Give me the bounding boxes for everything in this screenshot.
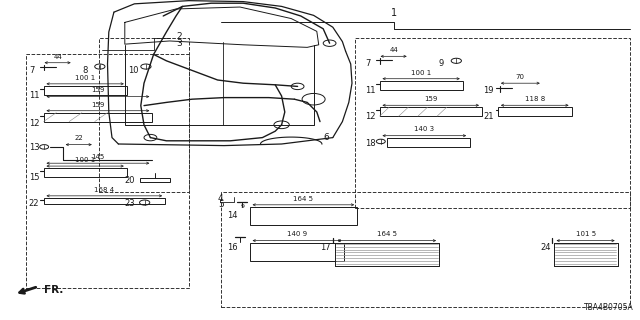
Bar <box>44 113 152 122</box>
Text: 20: 20 <box>125 176 135 185</box>
Bar <box>335 243 439 266</box>
Bar <box>380 81 463 90</box>
Text: 22: 22 <box>29 199 39 208</box>
Text: 2: 2 <box>177 32 182 41</box>
Bar <box>250 243 344 261</box>
Bar <box>554 243 618 266</box>
Text: 7: 7 <box>29 66 34 75</box>
Text: 18: 18 <box>365 140 376 148</box>
Text: 140 9: 140 9 <box>287 231 307 237</box>
Bar <box>498 107 572 116</box>
Text: 19: 19 <box>483 86 493 95</box>
Text: 145: 145 <box>92 154 104 160</box>
Text: 70: 70 <box>516 74 525 80</box>
Text: 16: 16 <box>227 244 238 252</box>
Text: 164 5: 164 5 <box>377 231 397 237</box>
Text: 118 8: 118 8 <box>525 96 545 102</box>
Bar <box>554 243 618 266</box>
Circle shape <box>291 83 304 90</box>
Text: 12: 12 <box>29 119 39 128</box>
Text: 159: 159 <box>92 87 104 93</box>
Bar <box>355 38 630 208</box>
Text: 11: 11 <box>29 92 39 100</box>
Bar <box>387 138 470 147</box>
Text: 1: 1 <box>390 8 397 18</box>
Text: 7: 7 <box>365 60 370 68</box>
Text: 23: 23 <box>125 199 136 208</box>
Text: 9: 9 <box>241 204 244 209</box>
Text: 168 4: 168 4 <box>94 187 115 193</box>
Text: 21: 21 <box>483 112 493 121</box>
Text: 6: 6 <box>324 133 329 142</box>
Text: 100 1: 100 1 <box>75 75 95 81</box>
Text: 15: 15 <box>29 173 39 182</box>
Bar <box>26 54 189 288</box>
Circle shape <box>323 40 336 46</box>
Text: 100 1: 100 1 <box>411 69 431 76</box>
Text: 3: 3 <box>177 39 182 48</box>
Text: FR.: FR. <box>44 284 63 295</box>
Text: 164 5: 164 5 <box>293 196 314 202</box>
Bar <box>380 107 482 116</box>
Text: TBA4B0705A: TBA4B0705A <box>584 303 634 312</box>
Text: 4: 4 <box>218 194 223 203</box>
Bar <box>140 178 170 182</box>
Bar <box>335 243 439 266</box>
Text: 9: 9 <box>438 60 444 68</box>
Text: 17: 17 <box>320 244 331 252</box>
Bar <box>44 198 165 204</box>
Bar <box>44 86 127 95</box>
Text: 14: 14 <box>227 211 237 220</box>
Circle shape <box>274 121 289 129</box>
Text: 140 3: 140 3 <box>414 126 435 132</box>
Bar <box>99 38 189 192</box>
Bar <box>44 168 127 177</box>
Bar <box>250 207 357 225</box>
Text: 24: 24 <box>541 244 551 252</box>
Text: 100 1: 100 1 <box>75 157 95 163</box>
Text: 159: 159 <box>92 101 104 108</box>
Bar <box>221 192 630 307</box>
Text: 5: 5 <box>218 200 223 209</box>
Text: 10: 10 <box>128 66 138 75</box>
Text: 44: 44 <box>53 53 62 60</box>
Text: 22: 22 <box>74 135 83 141</box>
Text: 11: 11 <box>365 86 375 95</box>
Text: 44: 44 <box>389 47 398 53</box>
Text: 101 5: 101 5 <box>575 231 596 237</box>
Text: 12: 12 <box>365 112 375 121</box>
Text: 13: 13 <box>29 143 40 152</box>
Text: 159: 159 <box>424 96 437 102</box>
Text: 8: 8 <box>82 66 87 75</box>
Circle shape <box>144 134 157 141</box>
